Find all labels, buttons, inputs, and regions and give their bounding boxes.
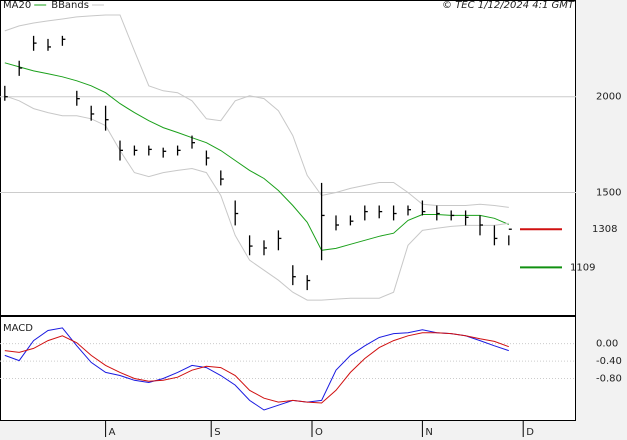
right-axis-strip	[576, 0, 627, 440]
copyright: © TEC 1/12/2024 4:1 GMT	[442, 0, 575, 11]
bband-upper	[4, 14, 509, 208]
bottom-axis-strip	[0, 421, 576, 440]
bband-lower	[4, 95, 509, 301]
macd-line	[4, 332, 509, 404]
x-tick-label: D	[526, 427, 534, 438]
macd-title: MACD	[3, 323, 33, 334]
legend-label: MA20	[3, 0, 31, 11]
ma-line	[4, 62, 509, 251]
y-tick-label: -0.40	[596, 356, 622, 367]
legend-label: BBands	[51, 0, 89, 11]
y-tick-label: 1500	[596, 187, 621, 198]
last-value-label: 1308	[592, 224, 617, 235]
x-tick-label: N	[425, 427, 432, 438]
macd-panel	[0, 316, 576, 421]
y-tick-label: 2000	[596, 92, 621, 103]
last-value-label: 1109	[570, 262, 595, 273]
x-tick-label: S	[214, 427, 220, 438]
x-tick-label: O	[315, 427, 323, 438]
macd-line	[4, 327, 509, 411]
x-tick-label: A	[109, 427, 116, 438]
y-tick-label: -0.80	[596, 374, 622, 385]
price-panel	[0, 0, 576, 316]
y-tick-label: 0.00	[596, 339, 618, 350]
